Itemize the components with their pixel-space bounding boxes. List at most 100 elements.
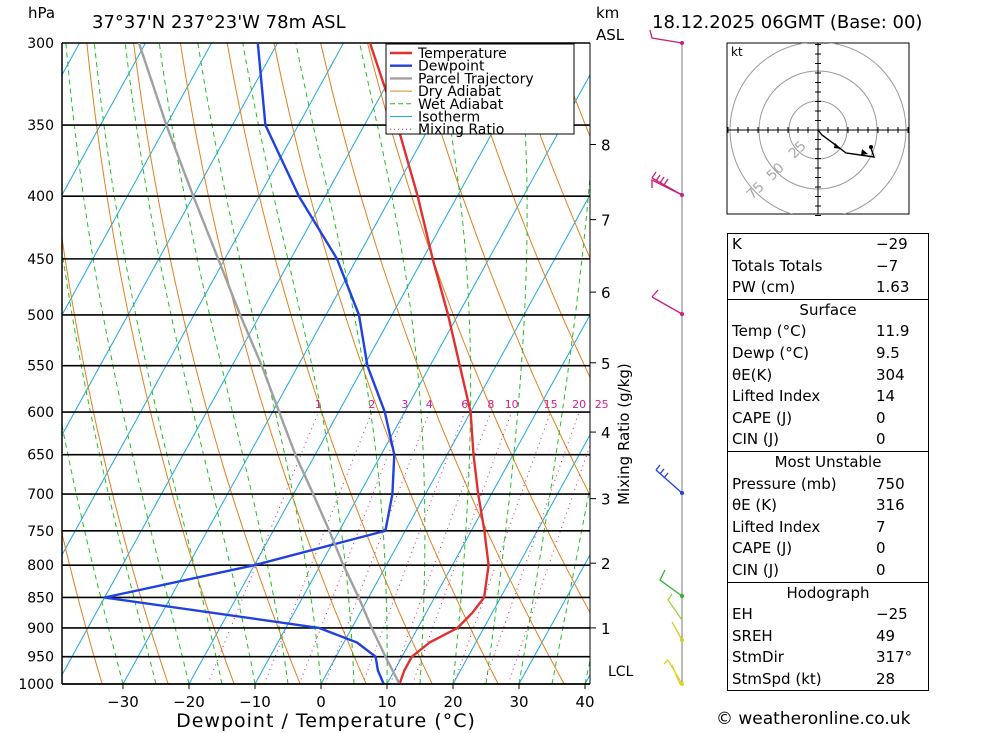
asl-label: ASL <box>596 26 625 44</box>
index-value: −7 <box>876 256 899 275</box>
mixing-ratio-label: 25 <box>595 398 609 411</box>
location-title: 37°37'N 237°23'W 78m ASL <box>92 12 346 33</box>
index-value: −29 <box>876 235 908 253</box>
isotherm-line <box>188 43 542 684</box>
mixing-ratio-label: 1 <box>315 398 322 411</box>
index-label: CAPE (J) <box>732 408 793 427</box>
index-label: StmSpd (kt) <box>732 669 822 688</box>
copyright: © weatheronline.co.uk <box>716 709 911 729</box>
index-label: CIN (J) <box>732 560 780 579</box>
legend-label: Isotherm <box>418 110 480 126</box>
isotherm-line <box>254 73 590 684</box>
mixing-ratio-label: 15 <box>544 398 558 411</box>
wet-adiabat <box>434 43 472 684</box>
isotherm-line <box>122 43 476 684</box>
index-label: Totals Totals <box>732 256 823 275</box>
series-parcel-trajectory <box>137 43 401 684</box>
dry-adiabat <box>86 43 235 684</box>
mixing-ratio-label: 4 <box>426 398 433 411</box>
pressure-label: 1000 <box>18 677 54 693</box>
index-label: K <box>732 235 742 253</box>
index-label: SREH <box>732 626 773 645</box>
index-value: 1.63 <box>876 278 910 297</box>
dry-adiabat <box>976 43 1000 684</box>
section-most-unstable: Most Unstable Pressure (mb) 750 θE (K) 316 Li… <box>728 450 928 582</box>
mixing-ratio-line <box>207 411 319 684</box>
index-row: CIN (J) 0 <box>728 429 928 451</box>
x-tick-label: −30 <box>107 693 139 711</box>
pressure-label: 750 <box>27 524 54 540</box>
index-value: 28 <box>876 669 896 688</box>
isotherm-line <box>62 43 344 556</box>
index-value: −25 <box>876 605 908 624</box>
hodo-unit: kt <box>731 45 743 59</box>
index-label: PW (cm) <box>732 278 796 297</box>
index-label: CAPE (J) <box>732 539 793 558</box>
mixing-ratio-line <box>507 444 590 684</box>
index-row: Temp (°C) 11.9 <box>728 321 928 343</box>
section-title: Surface <box>799 300 857 319</box>
index-row: CAPE (J) 0 <box>728 538 928 560</box>
isotherm-line <box>62 43 212 316</box>
legend-label: Dry Adiabat <box>418 84 501 100</box>
index-row: Lifted Index 7 <box>728 517 928 539</box>
legend-label: Dewpoint <box>418 59 485 75</box>
km-label: 5 <box>601 355 611 373</box>
index-row: CIN (J) 0 <box>728 560 928 582</box>
x-tick-label: −10 <box>239 693 271 711</box>
legend-label: Mixing Ratio <box>418 122 504 138</box>
indices-table: K −29 Totals Totals −7 PW (cm) 1.63 Surface Tem… <box>727 233 929 692</box>
isotherm-line <box>452 433 590 684</box>
index-label: θE(K) <box>732 365 773 384</box>
mixing-ratio-label: 10 <box>505 398 519 411</box>
index-label: EH <box>732 605 753 624</box>
index-value: 750 <box>876 474 905 493</box>
wet-adiabat <box>242 43 355 684</box>
lcl-label: LCL <box>608 664 634 680</box>
mixing-ratio-line <box>389 411 492 684</box>
index-label: Temp (°C) <box>732 322 807 341</box>
index-value: 11.9 <box>876 322 910 341</box>
isotherm-line <box>320 193 590 684</box>
isotherm-line <box>62 43 410 676</box>
legend-label: Wet Adiabat <box>418 97 504 113</box>
isotherm-line <box>518 553 590 684</box>
km-label: 8 <box>601 136 611 154</box>
dry-adiabat <box>507 43 590 260</box>
dry-adiabat <box>460 43 590 379</box>
pressure-label: 800 <box>27 558 54 574</box>
x-tick-label: 0 <box>316 693 326 711</box>
section-title: Most Unstable <box>774 452 882 471</box>
index-label: Lifted Index <box>732 517 821 536</box>
index-row: Lifted Index 14 <box>728 386 928 408</box>
pressure-label: 300 <box>27 36 54 52</box>
index-label: θE (K) <box>732 496 777 515</box>
index-row: Totals Totals −7 <box>728 256 928 278</box>
index-label: Dewp (°C) <box>732 343 810 362</box>
mixing-ratio-label: 2 <box>368 398 375 411</box>
index-row: Pressure (mb) 750 <box>728 474 928 496</box>
index-row: EH −25 <box>728 604 928 626</box>
index-value: 0 <box>876 539 886 558</box>
dry-adiabat <box>367 43 590 614</box>
pressure-label: 400 <box>27 189 54 205</box>
wet-adiabat <box>485 43 528 684</box>
wind-dots <box>680 41 684 686</box>
isotherm-line <box>62 43 146 196</box>
pressure-label: 700 <box>27 487 54 503</box>
index-value: 0 <box>876 408 886 427</box>
index-value: 49 <box>876 626 896 645</box>
index-row: θE(K) 304 <box>728 365 928 387</box>
x-tick-label: 30 <box>509 693 528 711</box>
wet-adiabat <box>197 43 322 684</box>
index-row: PW (cm) 1.63 <box>728 277 928 299</box>
pressure-label: 450 <box>27 252 54 268</box>
series-lines <box>103 43 490 684</box>
dry-adiabat <box>413 43 590 497</box>
index-value: 0 <box>876 560 886 579</box>
datetime-title: 18.12.2025 06GMT (Base: 00) <box>652 12 922 33</box>
km-label: 7 <box>601 212 611 230</box>
wet-adiabat <box>158 43 289 684</box>
index-value: 317° <box>876 648 913 667</box>
section-hodo: Hodograph EH −25 SREH 49 StmDir 317° StmSpd (kt… <box>728 581 928 691</box>
